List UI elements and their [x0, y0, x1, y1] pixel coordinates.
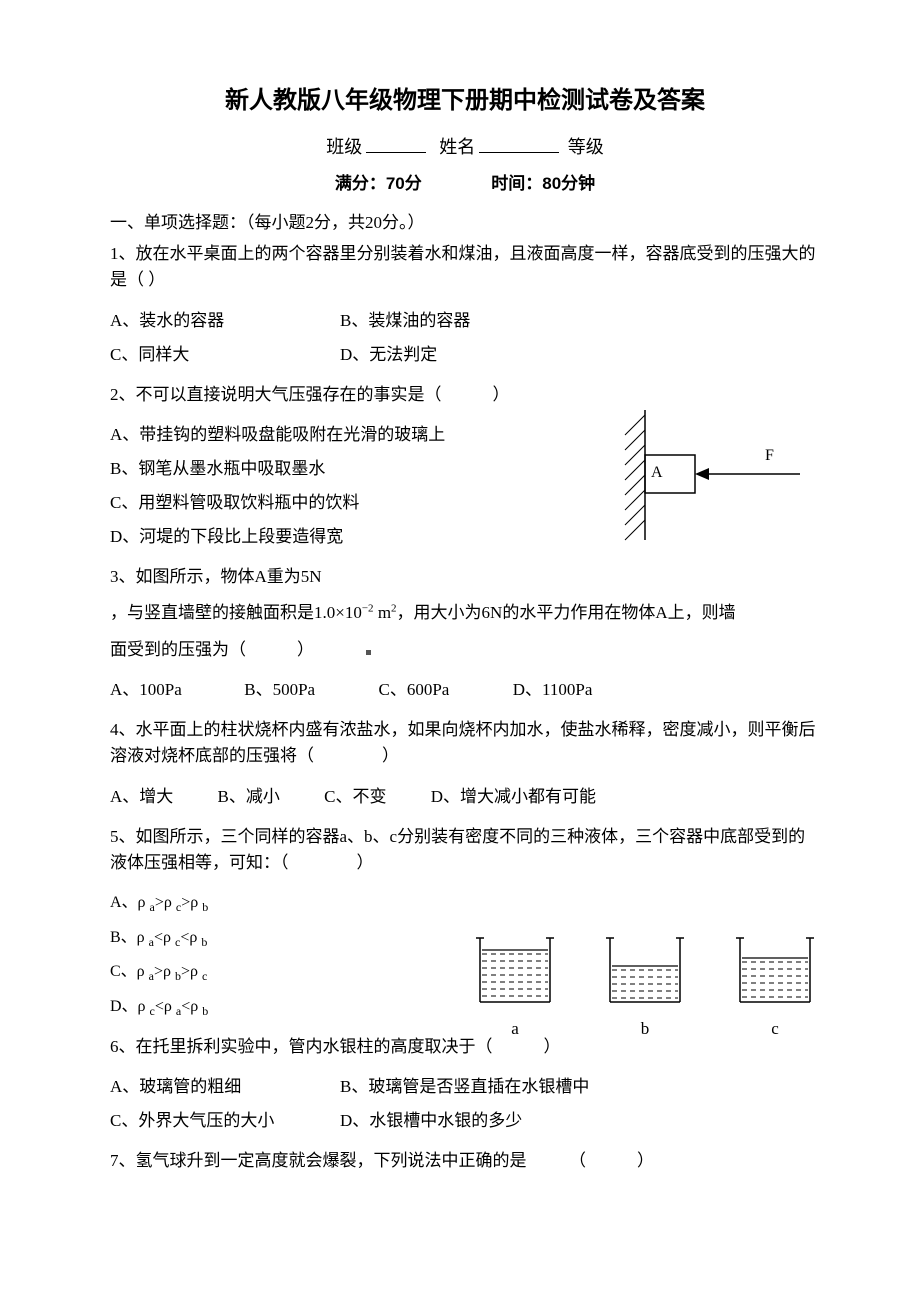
q3-c: C、600Pa [379, 673, 509, 707]
q5-c: C、ρ a>ρ b>ρ c [110, 955, 390, 989]
q6-options: A、玻璃管的粗细B、玻璃管是否竖直插在水银槽中 C、外界大气压的大小D、水银槽中… [110, 1070, 820, 1138]
full-score-value: 70分 [386, 174, 422, 193]
q3-d: D、1100Pa [513, 673, 643, 707]
q4-a: A、增大 [110, 780, 173, 814]
center-marker [366, 650, 371, 655]
beaker-c: c [730, 930, 820, 1039]
q3-b: B、500Pa [244, 673, 374, 707]
beaker-a: a [470, 930, 560, 1039]
q3-exp: −2 [362, 603, 374, 615]
q3-formula: 1.0×10 [314, 603, 362, 622]
q5-options: A、ρ a>ρ c>ρ b B、ρ a<ρ c<ρ b C、ρ a>ρ b>ρ … [110, 886, 390, 1024]
figure-wall-force: A F [605, 405, 815, 550]
class-blank [366, 152, 426, 153]
beaker-c-label: c [730, 1019, 820, 1039]
q3-unit: m [374, 603, 391, 622]
q1-b: B、装煤油的容器 [340, 304, 470, 338]
time-value: 80分钟 [542, 174, 595, 193]
page-title: 新人教版八年级物理下册期中检测试卷及答案 [110, 80, 820, 115]
q3-options: A、100Pa B、500Pa C、600Pa D、1100Pa [110, 673, 820, 707]
q4-b: B、减小 [218, 780, 280, 814]
q3-text-line3: 面受到的压强为（ ） [110, 637, 820, 663]
name-blank [479, 152, 559, 153]
q3-text-line1: 3、如图所示，物体A重为5N [110, 564, 820, 590]
q1-options: A、装水的容器B、装煤油的容器 C、同样大D、无法判定 [110, 304, 820, 372]
q4-options: A、增大 B、减小 C、不变 D、增大减小都有可能 [110, 780, 820, 814]
q4-c: C、不变 [324, 780, 386, 814]
q5-a: A、ρ a>ρ c>ρ b [110, 886, 390, 920]
q4-d: D、增大减小都有可能 [431, 780, 596, 814]
q1-d: D、无法判定 [340, 338, 437, 372]
q3-pre: ，与竖直墙壁的接触面积是 [110, 603, 314, 622]
beaker-a-label: a [470, 1019, 560, 1039]
q1-c: C、同样大 [110, 338, 340, 372]
full-score-label: 满分： [335, 174, 386, 193]
q6-b: B、玻璃管是否竖直插在水银槽中 [340, 1077, 589, 1096]
q5-b: B、ρ a<ρ c<ρ b [110, 921, 390, 955]
student-info-line: 班级 姓名 等级 [110, 133, 820, 159]
time-label: 时间： [491, 174, 542, 193]
class-label: 班级 [326, 137, 362, 157]
name-label: 姓名 [439, 137, 475, 157]
wall-diagram-svg: A F [605, 405, 815, 545]
q6-a: A、玻璃管的粗细 [110, 1070, 340, 1104]
q5-text: 5、如图所示，三个同样的容器a、b、c分别装有密度不同的三种液体，三个容器中底部… [110, 824, 820, 877]
q6-c: C、外界大气压的大小 [110, 1104, 340, 1138]
q6-d: D、水银槽中水银的多少 [340, 1111, 522, 1130]
q1-a: A、装水的容器 [110, 304, 340, 338]
score-time-line: 满分：70分 时间：80分钟 [110, 169, 820, 194]
figure-beakers: a b [470, 930, 820, 1039]
box-label-a: A [651, 464, 663, 481]
beaker-b: b [600, 930, 690, 1039]
q3-post: ，用大小为6N的水平力作用在物体A上，则墙 [397, 603, 736, 622]
section-1-title: 一、单项选择题：（每小题2分，共20分。） [110, 208, 820, 233]
q3-text-line2: ，与竖直墙壁的接触面积是1.0×10−2 m2，用大小为6N的水平力作用在物体A… [110, 600, 820, 626]
q1-text: 1、放在水平桌面上的两个容器里分别装着水和煤油，且液面高度一样，容器底受到的压强… [110, 241, 820, 294]
q7-text: 7、氢气球升到一定高度就会爆裂，下列说法中正确的是 （ ） [110, 1148, 820, 1174]
q5-d: D、ρ c<ρ a<ρ b [110, 990, 390, 1024]
q4-text: 4、水平面上的柱状烧杯内盛有浓盐水，如果向烧杯内加水，使盐水稀释，密度减小，则平… [110, 717, 820, 770]
grade-label: 等级 [568, 137, 604, 157]
beaker-b-label: b [600, 1019, 690, 1039]
q3-a: A、100Pa [110, 673, 240, 707]
force-label-f: F [765, 447, 774, 464]
